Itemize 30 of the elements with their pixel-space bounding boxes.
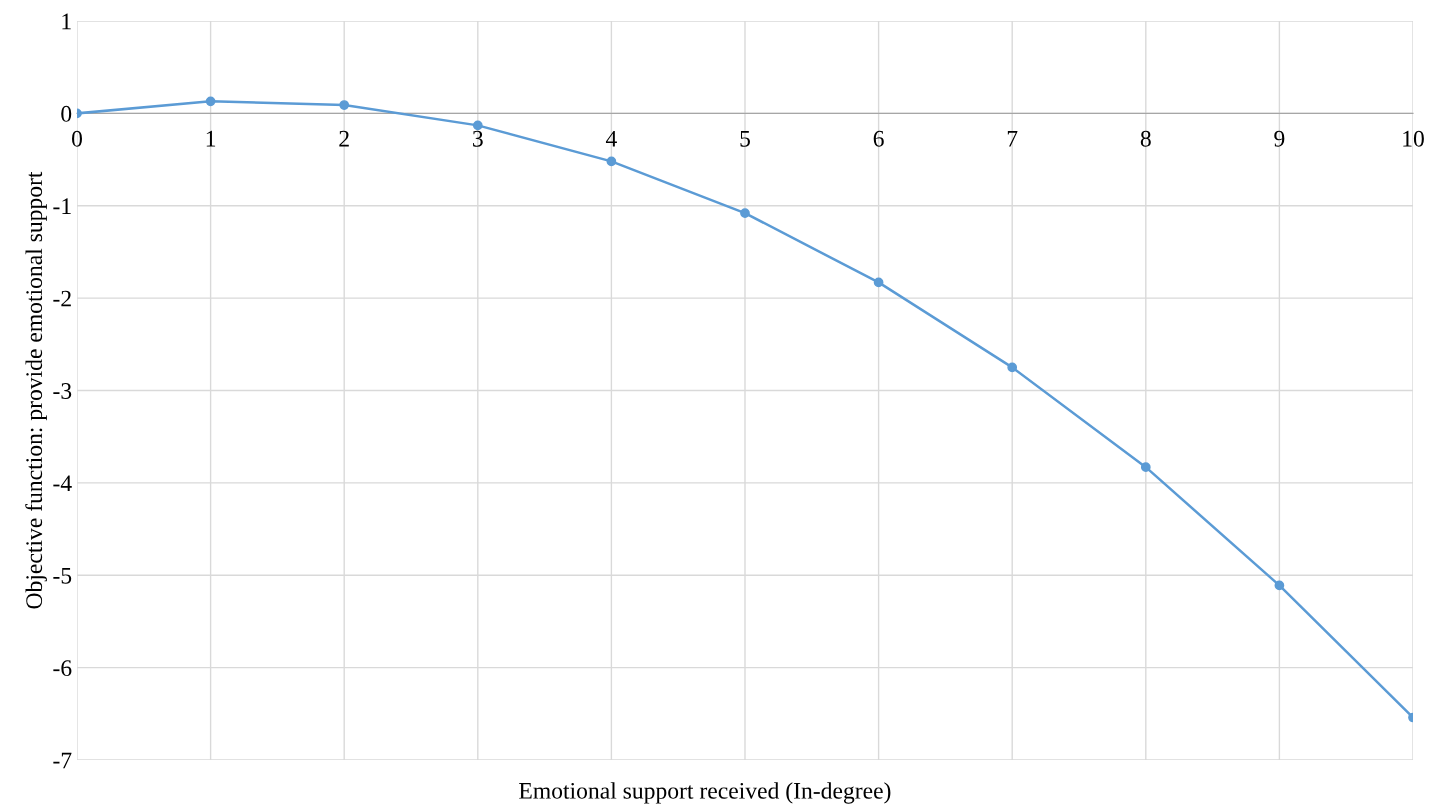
y-tick-label: 0 <box>61 105 72 122</box>
point <box>1007 362 1018 373</box>
x-tick-label: 7 <box>1007 130 1018 147</box>
point <box>472 120 483 131</box>
y-tick-label: -7 <box>53 752 72 769</box>
y-tick-label: -5 <box>53 567 72 584</box>
y-tick-label: -3 <box>53 383 72 399</box>
y-tick-label: -2 <box>53 290 71 307</box>
point <box>339 100 350 110</box>
point <box>1274 580 1285 591</box>
point <box>873 277 884 288</box>
y-tick-label: -4 <box>53 475 72 492</box>
x-tick-label: 1 <box>206 130 216 147</box>
point <box>1140 462 1151 473</box>
y-tick-label: 1 <box>62 13 71 30</box>
point <box>606 156 617 167</box>
y-tick-label: -1 <box>53 198 71 214</box>
x-axis-title: Emotional support received (In-degree) <box>519 782 891 804</box>
x-tick-label: 9 <box>1274 130 1285 147</box>
x-tick-label: 4 <box>605 130 617 147</box>
x-tick-label: 6 <box>873 130 884 147</box>
x-tick-label: 2 <box>339 130 349 147</box>
x-tick-label: 10 <box>1403 130 1424 147</box>
point <box>205 96 216 107</box>
x-tick-label: 3 <box>473 130 483 147</box>
point <box>740 208 750 219</box>
y-tick-label: -6 <box>53 660 72 677</box>
y-axis-title: Objective function: provide emotional support <box>25 171 47 609</box>
x-tick-label: 8 <box>1140 130 1151 147</box>
x-tick-label: 5 <box>740 130 750 147</box>
